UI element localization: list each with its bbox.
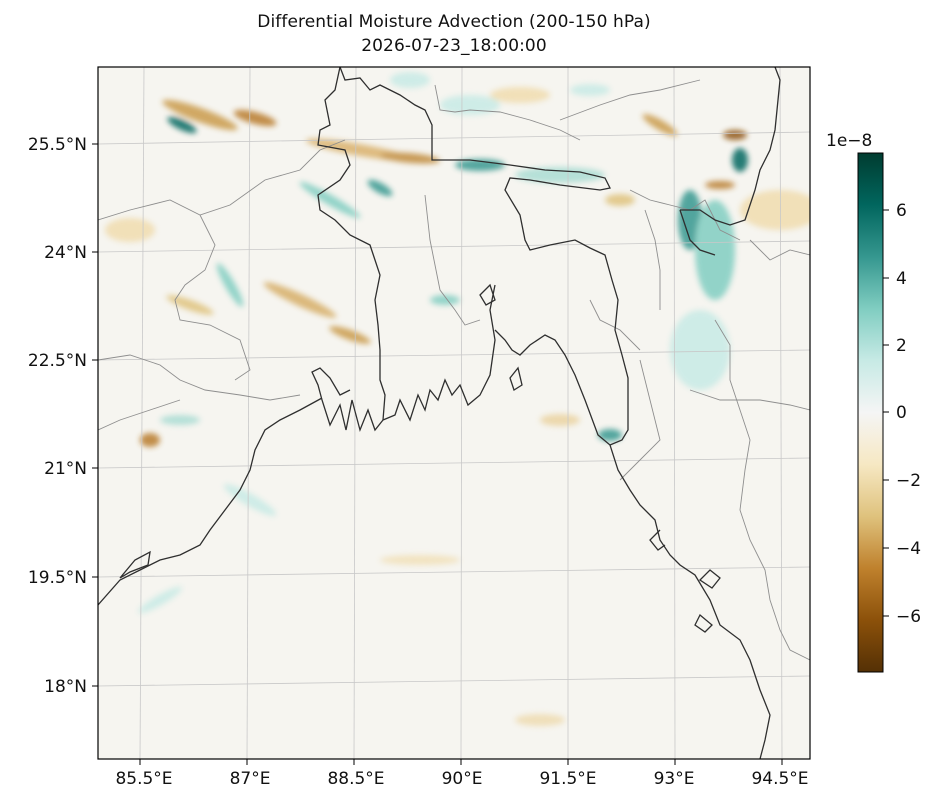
x-tick-label: 93°E — [654, 769, 695, 789]
map-title: Differential Moisture Advection (200-150… — [257, 12, 651, 32]
x-tick-label: 90°E — [442, 769, 483, 789]
colorbar-exponent-label: 1e−8 — [826, 131, 872, 151]
colorbar-tick-label: 4 — [896, 269, 907, 289]
colorbar-tick-label: −6 — [896, 607, 921, 627]
colorbar-gradient — [857, 152, 884, 673]
x-tick-label: 87°E — [230, 769, 271, 789]
colorbar-tick-label: 2 — [896, 336, 907, 356]
coastline — [98, 67, 781, 759]
colorbar-tick-label: −2 — [896, 471, 921, 491]
x-tick-label: 88.5°E — [327, 769, 384, 789]
colorbar-tick-label: 6 — [896, 201, 907, 221]
map-timestamp: 2026-07-23_18:00:00 — [361, 36, 547, 56]
x-tick-label: 91.5°E — [539, 769, 596, 789]
y-tick-label: 19.5°N — [28, 568, 87, 588]
colorbar-tick-label: 0 — [896, 403, 907, 423]
x-tick-labels: 85.5°E 87°E 88.5°E 90°E 91.5°E 93°E 94.5… — [115, 769, 808, 789]
colorbar-tick-label: −4 — [896, 539, 921, 559]
admin-borders — [98, 79, 810, 661]
y-tick-marks — [92, 143, 98, 687]
x-tick-label: 85.5°E — [115, 769, 172, 789]
y-tick-label: 25.5°N — [28, 135, 87, 155]
x-tick-marks — [139, 759, 783, 765]
y-tick-label: 24°N — [44, 243, 87, 263]
y-tick-labels: 25.5°N 24°N 22.5°N 21°N 19.5°N 18°N — [28, 135, 87, 697]
y-tick-label: 18°N — [44, 677, 87, 697]
x-tick-label: 94.5°E — [751, 769, 808, 789]
y-tick-label: 22.5°N — [28, 351, 87, 371]
colorbar-tick-marks — [883, 209, 889, 617]
y-tick-label: 21°N — [44, 459, 87, 479]
field-layer — [98, 67, 810, 759]
colorbar: 1e−8 6 4 2 0 −2 −4 −6 — [826, 131, 921, 673]
map-frame — [97, 66, 811, 760]
